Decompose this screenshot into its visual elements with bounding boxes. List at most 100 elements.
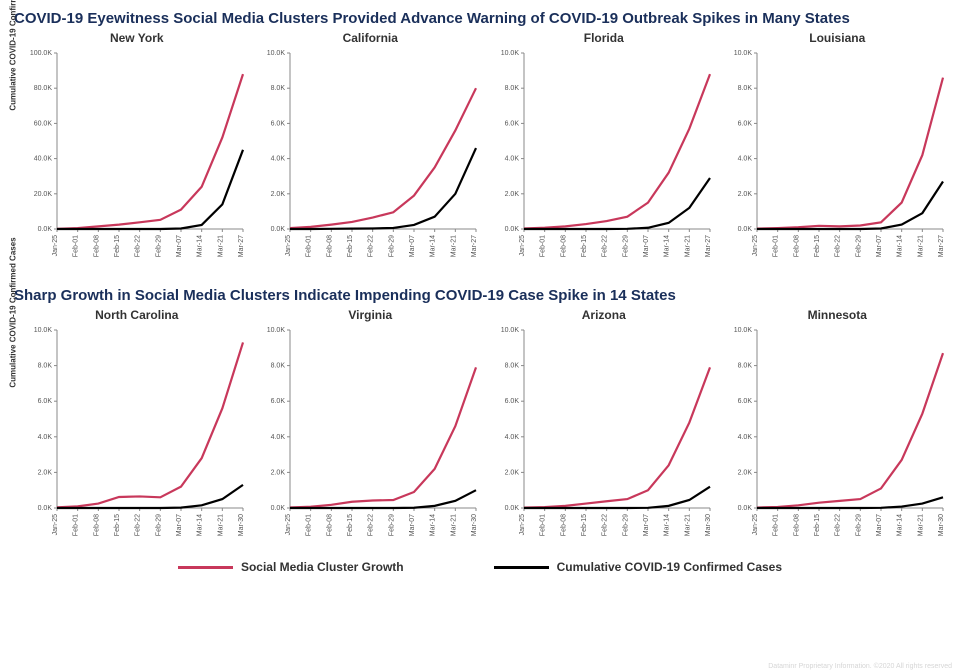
- svg-text:Mar-07: Mar-07: [409, 514, 416, 536]
- svg-text:Mar-27: Mar-27: [705, 235, 712, 257]
- svg-text:Feb-15: Feb-15: [114, 514, 121, 536]
- series-red: [524, 367, 710, 507]
- svg-text:Feb-22: Feb-22: [134, 235, 141, 257]
- y-axis-label-wrap: Cumulative COVID-19 Confirmed Cases: [6, 31, 20, 40]
- svg-text:Feb-01: Feb-01: [539, 235, 546, 257]
- svg-text:Feb-01: Feb-01: [306, 514, 313, 536]
- chart-title: Minnesota: [808, 308, 867, 322]
- svg-text:Feb-01: Feb-01: [306, 235, 313, 257]
- svg-text:4.0K: 4.0K: [271, 434, 286, 441]
- svg-text:Mar-27: Mar-27: [238, 235, 245, 257]
- svg-text:80.0K: 80.0K: [33, 85, 52, 92]
- svg-text:6.0K: 6.0K: [738, 398, 753, 405]
- svg-text:Feb-01: Feb-01: [72, 514, 79, 536]
- legend-label-red: Social Media Cluster Growth: [241, 560, 404, 574]
- svg-text:Feb-08: Feb-08: [794, 514, 801, 536]
- chart-svg: 0.0K2.0K4.0K6.0K8.0K10.0KJan-25Feb-01Feb…: [725, 324, 949, 556]
- svg-text:Jan-25: Jan-25: [285, 235, 292, 257]
- svg-text:Feb-08: Feb-08: [560, 235, 567, 257]
- svg-text:Mar-14: Mar-14: [663, 235, 670, 257]
- small-multiple: Minnesota 0.0K2.0K4.0K6.0K8.0K10.0KJan-25…: [721, 308, 955, 556]
- svg-text:Feb-08: Feb-08: [794, 235, 801, 257]
- y-axis-label-wrap: Cumulative COVID-19 Confirmed Cases: [6, 308, 20, 317]
- svg-text:8.0K: 8.0K: [37, 363, 52, 370]
- svg-text:Mar-21: Mar-21: [684, 235, 691, 257]
- chart-svg: 0.0K2.0K4.0K6.0K8.0K10.0KJan-25Feb-01Feb…: [258, 47, 482, 277]
- svg-text:Mar-14: Mar-14: [430, 514, 437, 536]
- svg-text:6.0K: 6.0K: [271, 398, 286, 405]
- svg-text:Feb-15: Feb-15: [814, 514, 821, 536]
- chart-title: Virginia: [348, 308, 392, 322]
- svg-text:8.0K: 8.0K: [271, 363, 286, 370]
- svg-text:0.0K: 0.0K: [271, 226, 286, 233]
- svg-text:2.0K: 2.0K: [37, 469, 52, 476]
- svg-text:Mar-21: Mar-21: [217, 235, 224, 257]
- svg-text:6.0K: 6.0K: [504, 120, 519, 127]
- svg-text:4.0K: 4.0K: [738, 156, 753, 163]
- svg-text:Mar-14: Mar-14: [663, 514, 670, 536]
- svg-text:Mar-07: Mar-07: [409, 235, 416, 257]
- chart-row-1: Cumulative COVID-19 Confirmed Cases New …: [0, 31, 960, 277]
- svg-text:Jan-25: Jan-25: [519, 235, 526, 257]
- svg-text:Feb-15: Feb-15: [581, 235, 588, 257]
- svg-text:Feb-22: Feb-22: [368, 235, 375, 257]
- svg-text:Mar-21: Mar-21: [918, 235, 925, 257]
- svg-text:Mar-14: Mar-14: [196, 235, 203, 257]
- svg-text:8.0K: 8.0K: [271, 85, 286, 92]
- small-multiple: North Carolina0.0K2.0K4.0K6.0K8.0K10.0KJ…: [20, 308, 254, 556]
- svg-text:6.0K: 6.0K: [738, 120, 753, 127]
- svg-text:Feb-15: Feb-15: [347, 235, 354, 257]
- series-black: [757, 181, 943, 229]
- svg-text:10.0K: 10.0K: [734, 327, 753, 334]
- svg-text:10.0K: 10.0K: [267, 50, 286, 57]
- chart-svg: 0.0K20.0K40.0K60.0K80.0K100.0KJan-25Feb-…: [25, 47, 249, 277]
- chart-svg: 0.0K2.0K4.0K6.0K8.0K10.0KJan-25Feb-01Feb…: [725, 47, 949, 277]
- svg-text:Mar-14: Mar-14: [196, 514, 203, 536]
- svg-text:Mar-21: Mar-21: [451, 235, 458, 257]
- svg-text:Feb-01: Feb-01: [773, 235, 780, 257]
- series-red: [290, 88, 476, 228]
- svg-text:6.0K: 6.0K: [271, 120, 286, 127]
- series-black: [524, 487, 710, 508]
- svg-text:8.0K: 8.0K: [504, 85, 519, 92]
- svg-text:Jan-25: Jan-25: [52, 235, 59, 257]
- svg-text:Mar-14: Mar-14: [430, 235, 437, 257]
- svg-text:Feb-08: Feb-08: [560, 514, 567, 536]
- svg-text:Feb-08: Feb-08: [93, 514, 100, 536]
- svg-text:Mar-30: Mar-30: [471, 514, 478, 536]
- small-multiple: Arizona 0.0K2.0K4.0K6.0K8.0K10.0KJan-25Fe…: [487, 308, 721, 556]
- svg-text:0.0K: 0.0K: [37, 505, 52, 512]
- series-red: [57, 74, 243, 229]
- svg-text:6.0K: 6.0K: [504, 398, 519, 405]
- page-title-1: COVID-19 Eyewitness Social Media Cluster…: [0, 0, 960, 31]
- page-title-2: Sharp Growth in Social Media Clusters In…: [0, 277, 960, 308]
- legend-swatch-red: [178, 566, 233, 569]
- chart-svg: 0.0K2.0K4.0K6.0K8.0K10.0KJan-25Feb-01Feb…: [492, 324, 716, 556]
- chart-row-2: Cumulative COVID-19 Confirmed Cases Nort…: [0, 308, 960, 556]
- svg-text:Mar-07: Mar-07: [176, 235, 183, 257]
- svg-text:Jan-25: Jan-25: [285, 514, 292, 536]
- series-red: [757, 353, 943, 507]
- svg-text:Feb-22: Feb-22: [368, 514, 375, 536]
- chart-title: Arizona: [582, 308, 626, 322]
- small-multiple: Virginia0.0K2.0K4.0K6.0K8.0K10.0KJan-25F…: [254, 308, 488, 556]
- svg-text:Mar-07: Mar-07: [876, 235, 883, 257]
- series-black: [57, 150, 243, 229]
- svg-text:Mar-21: Mar-21: [451, 514, 458, 536]
- chart-title: Florida: [584, 31, 624, 45]
- svg-text:Mar-07: Mar-07: [643, 235, 650, 257]
- svg-text:Mar-30: Mar-30: [938, 514, 945, 536]
- svg-text:Mar-14: Mar-14: [897, 514, 904, 536]
- svg-text:Mar-07: Mar-07: [643, 514, 650, 536]
- svg-text:Feb-29: Feb-29: [856, 514, 863, 536]
- svg-text:60.0K: 60.0K: [33, 120, 52, 127]
- small-multiple: Louisiana0.0K2.0K4.0K6.0K8.0K10.0KJan-25…: [721, 31, 955, 277]
- svg-text:Feb-29: Feb-29: [622, 235, 629, 257]
- svg-text:Mar-27: Mar-27: [471, 235, 478, 257]
- svg-text:Jan-25: Jan-25: [52, 514, 59, 536]
- svg-text:Feb-08: Feb-08: [327, 514, 334, 536]
- svg-text:Mar-21: Mar-21: [918, 514, 925, 536]
- series-red: [757, 78, 943, 229]
- svg-text:Feb-01: Feb-01: [773, 514, 780, 536]
- svg-text:Mar-21: Mar-21: [217, 514, 224, 536]
